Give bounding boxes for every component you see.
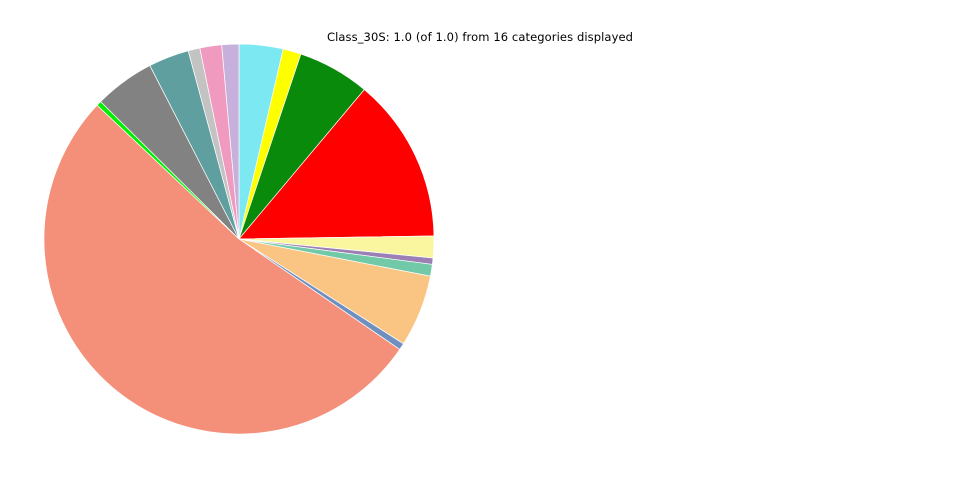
page-title: Class_30S: 1.0 (of 1.0) from 16 categori…: [326, 30, 634, 44]
pie-slice[interactable]: [221, 43, 240, 240]
pie-slice[interactable]: [238, 89, 435, 240]
pie-wedge-group: [43, 43, 435, 435]
pie-slice[interactable]: [43, 104, 401, 435]
